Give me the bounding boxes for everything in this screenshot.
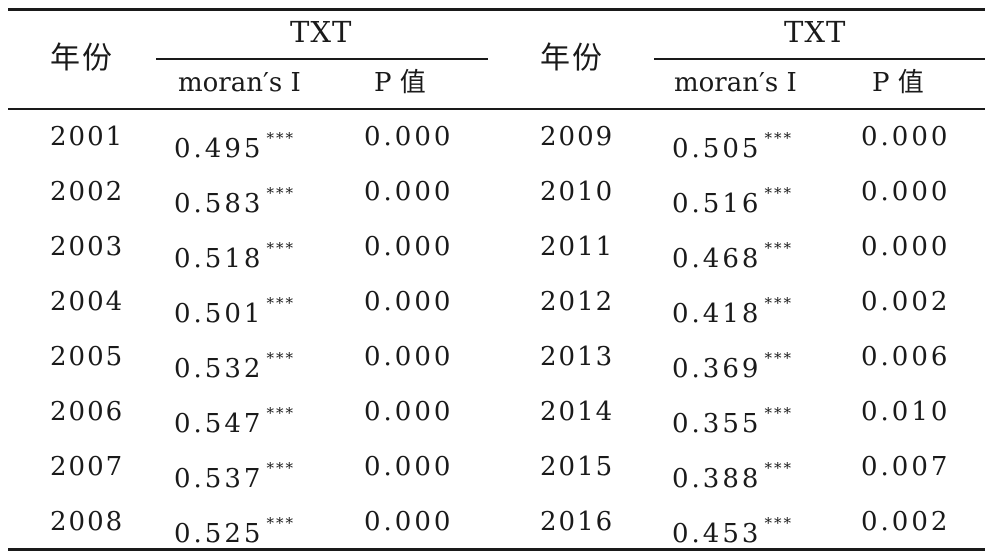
moran-cell-right: 0.468 *** (672, 241, 793, 274)
group-rule-left (156, 58, 488, 60)
morans-i-table: 年份 TXT moran′s I P 值 年份 TXT moran′s I P … (8, 8, 985, 551)
moran-value: 0.516 (672, 189, 762, 219)
header-p-left: P 值 (374, 68, 426, 98)
p-value-cell-right: 0.000 (861, 122, 951, 152)
significance-stars: *** (266, 239, 295, 257)
p-value-cell-right: 0.000 (861, 232, 951, 262)
year-cell-right: 2009 (540, 122, 615, 152)
significance-stars: *** (764, 459, 793, 477)
group-rule-right (654, 58, 985, 60)
year-cell-right: 2013 (540, 342, 615, 372)
header-moran-right: moran′s I (674, 68, 797, 98)
significance-stars: *** (764, 514, 793, 532)
moran-value: 0.355 (672, 409, 762, 439)
significance-stars: *** (266, 459, 295, 477)
significance-stars: *** (764, 294, 793, 312)
moran-value: 0.468 (672, 244, 762, 274)
p-value-cell-left: 0.000 (364, 452, 454, 482)
moran-value: 0.583 (174, 189, 264, 219)
header-year-left: 年份 (50, 41, 114, 76)
significance-stars: *** (266, 294, 295, 312)
year-cell-left: 2007 (50, 452, 125, 482)
year-cell-right: 2014 (540, 397, 615, 427)
moran-value: 0.518 (174, 244, 264, 274)
significance-stars: *** (266, 514, 295, 532)
p-value-cell-left: 0.000 (364, 177, 454, 207)
p-value-cell-right: 0.002 (861, 507, 951, 537)
moran-value: 0.418 (672, 299, 762, 329)
moran-cell-left: 0.537 *** (174, 461, 295, 494)
p-value-cell-left: 0.000 (364, 232, 454, 262)
year-cell-right: 2011 (540, 232, 615, 262)
moran-cell-left: 0.547 *** (174, 406, 295, 439)
header-year-right: 年份 (540, 41, 604, 76)
year-cell-left: 2002 (50, 177, 125, 207)
moran-cell-right: 0.516 *** (672, 186, 793, 219)
p-value-cell-left: 0.000 (364, 397, 454, 427)
moran-cell-left: 0.501 *** (174, 296, 295, 329)
moran-cell-left: 0.495 *** (174, 131, 295, 164)
p-value-cell-right: 0.007 (861, 452, 951, 482)
year-cell-left: 2005 (50, 342, 125, 372)
moran-cell-left: 0.532 *** (174, 351, 295, 384)
moran-cell-left: 0.525 *** (174, 516, 295, 549)
p-value-cell-left: 0.000 (364, 122, 454, 152)
moran-value: 0.501 (174, 299, 264, 329)
moran-value: 0.495 (174, 134, 264, 164)
moran-value: 0.369 (672, 354, 762, 384)
significance-stars: *** (764, 349, 793, 367)
significance-stars: *** (266, 184, 295, 202)
significance-stars: *** (266, 404, 295, 422)
year-cell-left: 2003 (50, 232, 125, 262)
moran-cell-left: 0.518 *** (174, 241, 295, 274)
moran-cell-right: 0.453 *** (672, 516, 793, 549)
moran-cell-right: 0.369 *** (672, 351, 793, 384)
significance-stars: *** (764, 239, 793, 257)
year-cell-left: 2004 (50, 287, 125, 317)
moran-value: 0.525 (174, 519, 264, 549)
p-value-cell-right: 0.010 (861, 397, 951, 427)
significance-stars: *** (266, 129, 295, 147)
p-value-cell-right: 0.002 (861, 287, 951, 317)
top-rule (8, 8, 985, 11)
significance-stars: *** (266, 349, 295, 367)
p-value-cell-right: 0.006 (861, 342, 951, 372)
moran-value: 0.532 (174, 354, 264, 384)
header-p-right: P 值 (872, 68, 924, 98)
significance-stars: *** (764, 404, 793, 422)
p-value-cell-left: 0.000 (364, 342, 454, 372)
p-value-cell-right: 0.000 (861, 177, 951, 207)
moran-value: 0.388 (672, 464, 762, 494)
header-group-right: TXT (784, 15, 847, 49)
moran-cell-right: 0.418 *** (672, 296, 793, 329)
p-value-cell-left: 0.000 (364, 287, 454, 317)
significance-stars: *** (764, 129, 793, 147)
bottom-rule (8, 548, 985, 551)
moran-value: 0.453 (672, 519, 762, 549)
moran-value: 0.505 (672, 134, 762, 164)
year-cell-right: 2010 (540, 177, 615, 207)
year-cell-right: 2012 (540, 287, 615, 317)
year-cell-right: 2016 (540, 507, 615, 537)
moran-value: 0.547 (174, 409, 264, 439)
p-value-cell-left: 0.000 (364, 507, 454, 537)
moran-cell-right: 0.355 *** (672, 406, 793, 439)
header-rule (8, 108, 985, 110)
header-moran-left: moran′s I (178, 68, 301, 98)
header-group-left: TXT (290, 15, 353, 49)
significance-stars: *** (764, 184, 793, 202)
moran-cell-right: 0.388 *** (672, 461, 793, 494)
moran-cell-right: 0.505 *** (672, 131, 793, 164)
year-cell-left: 2008 (50, 507, 125, 537)
moran-value: 0.537 (174, 464, 264, 494)
year-cell-right: 2015 (540, 452, 615, 482)
moran-cell-left: 0.583 *** (174, 186, 295, 219)
year-cell-left: 2006 (50, 397, 125, 427)
year-cell-left: 2001 (50, 122, 125, 152)
